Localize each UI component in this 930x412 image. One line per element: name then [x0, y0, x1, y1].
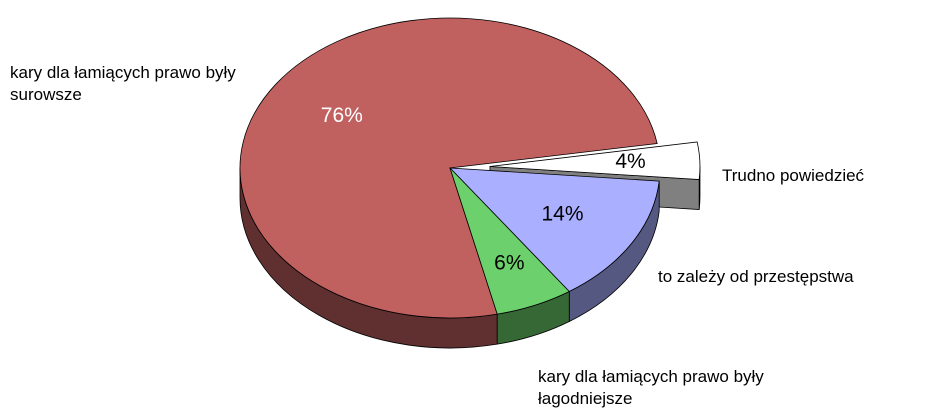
slice: [239, 17, 658, 319]
value-label: 14%: [542, 202, 584, 225]
slice: [489, 141, 701, 180]
value-label: 4%: [615, 150, 645, 173]
value-label: 76%: [321, 104, 363, 127]
slice: [449, 167, 570, 315]
value-label: 6%: [494, 252, 524, 275]
category-label: kary dla łamiących prawo były łagodniejs…: [538, 367, 764, 408]
category-label: Trudno powiedzieć: [722, 166, 865, 185]
slice: [448, 167, 660, 292]
category-label: kary dla łamiących prawo były surowsze: [10, 63, 236, 104]
category-label: to zależy od przestępstwa: [658, 267, 854, 286]
